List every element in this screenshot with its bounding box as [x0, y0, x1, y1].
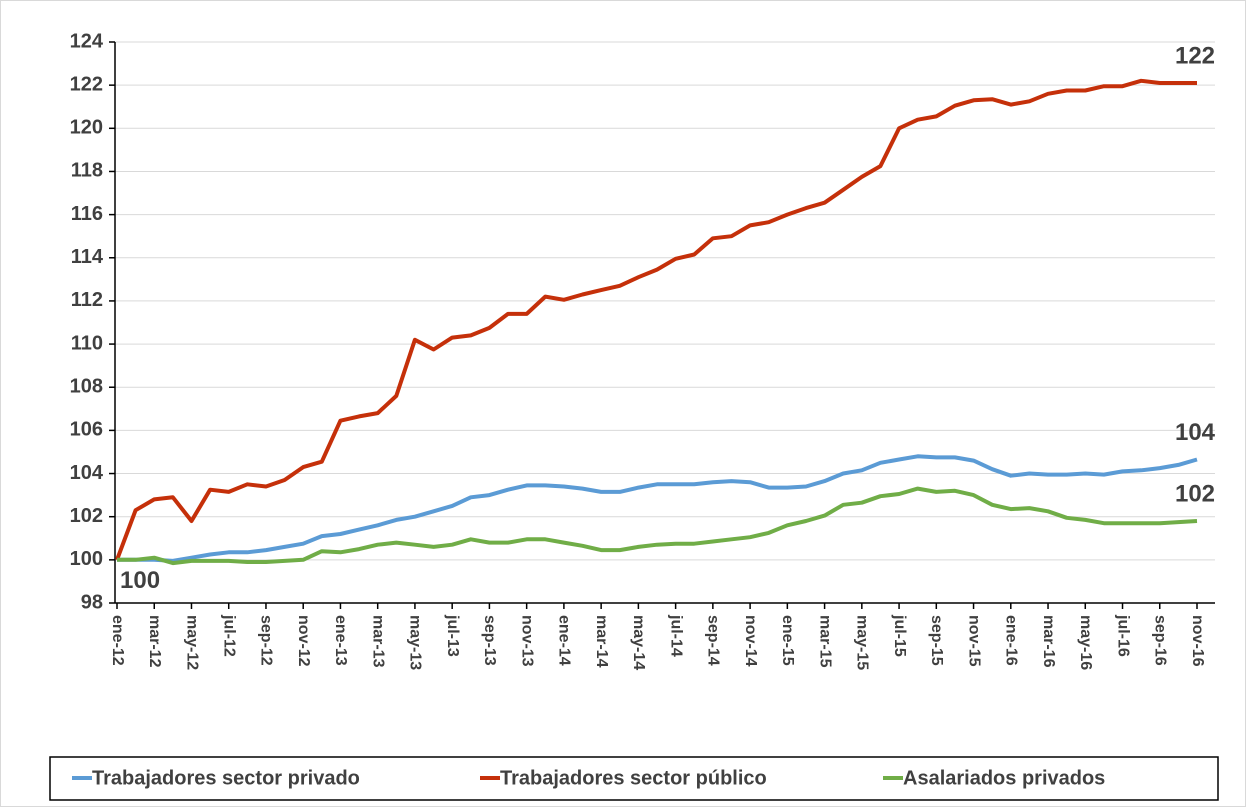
end-label: 102	[1175, 480, 1215, 507]
x-tick-label: sep-13	[481, 615, 498, 666]
series-line	[117, 486, 1198, 566]
y-tick-label: 108	[70, 376, 103, 398]
y-tick-label: 98	[81, 591, 103, 613]
y-tick-label: 106	[70, 419, 103, 441]
x-tick-label: ene-12	[109, 615, 126, 666]
y-tick-label: 122	[70, 73, 103, 95]
x-tick-label: jul-14	[667, 614, 684, 657]
legend-label: Asalariados privados	[903, 767, 1105, 789]
x-tick-label: nov-15	[965, 615, 982, 667]
y-tick-label: 120	[70, 117, 103, 139]
x-tick-label: sep-16	[1152, 615, 1169, 666]
x-tick-label: jul-13	[444, 614, 461, 657]
x-tick-label: sep-12	[258, 615, 275, 666]
y-tick-label: 124	[70, 30, 104, 52]
x-tick-label: mar-14	[593, 615, 610, 668]
y-tick-label: 116	[71, 203, 103, 225]
x-tick-label: mar-13	[369, 615, 386, 668]
x-tick-label: may-16	[1077, 615, 1094, 670]
x-tick-label: nov-14	[742, 615, 759, 667]
y-tick-label: 100	[70, 548, 103, 570]
x-tick-label: jul-16	[1114, 614, 1131, 657]
y-tick-label: 102	[70, 505, 103, 527]
x-tick-label: may-12	[183, 615, 200, 670]
legend-box	[49, 756, 1219, 801]
legend-label: Trabajadores sector público	[500, 767, 767, 789]
x-tick-label: ene-14	[556, 615, 573, 666]
x-tick-label: sep-14	[705, 615, 722, 666]
y-tick-label: 112	[71, 289, 103, 311]
x-tick-label: ene-15	[779, 615, 796, 666]
y-tick-label: 114	[71, 246, 104, 268]
x-tick-label: may-13	[407, 615, 424, 670]
x-tick-label: jul-15	[891, 614, 908, 657]
y-tick-label: 118	[71, 160, 103, 182]
start-label: 100	[120, 567, 160, 594]
x-tick-label: ene-16	[1003, 615, 1020, 666]
series-line	[115, 78, 1197, 561]
y-tick-label: 104	[70, 462, 104, 484]
x-tick-label: jul-12	[220, 614, 237, 657]
x-tick-label: may-14	[630, 615, 647, 670]
legend-label: Trabajadores sector privado	[92, 767, 360, 789]
x-tick-label: mar-15	[816, 615, 833, 668]
x-tick-label: sep-15	[928, 615, 945, 666]
x-tick-label: nov-13	[518, 615, 535, 667]
x-tick-label: mar-16	[1040, 615, 1057, 668]
x-tick-label: nov-16	[1189, 615, 1206, 667]
end-label: 104	[1175, 419, 1216, 446]
series-line	[117, 454, 1198, 563]
y-tick-label: 110	[71, 332, 103, 354]
x-tick-label: may-15	[854, 615, 871, 670]
end-label: 122	[1175, 42, 1215, 69]
x-tick-label: nov-12	[295, 615, 312, 667]
x-tick-label: mar-12	[146, 615, 163, 668]
x-tick-label: ene-13	[332, 615, 349, 666]
